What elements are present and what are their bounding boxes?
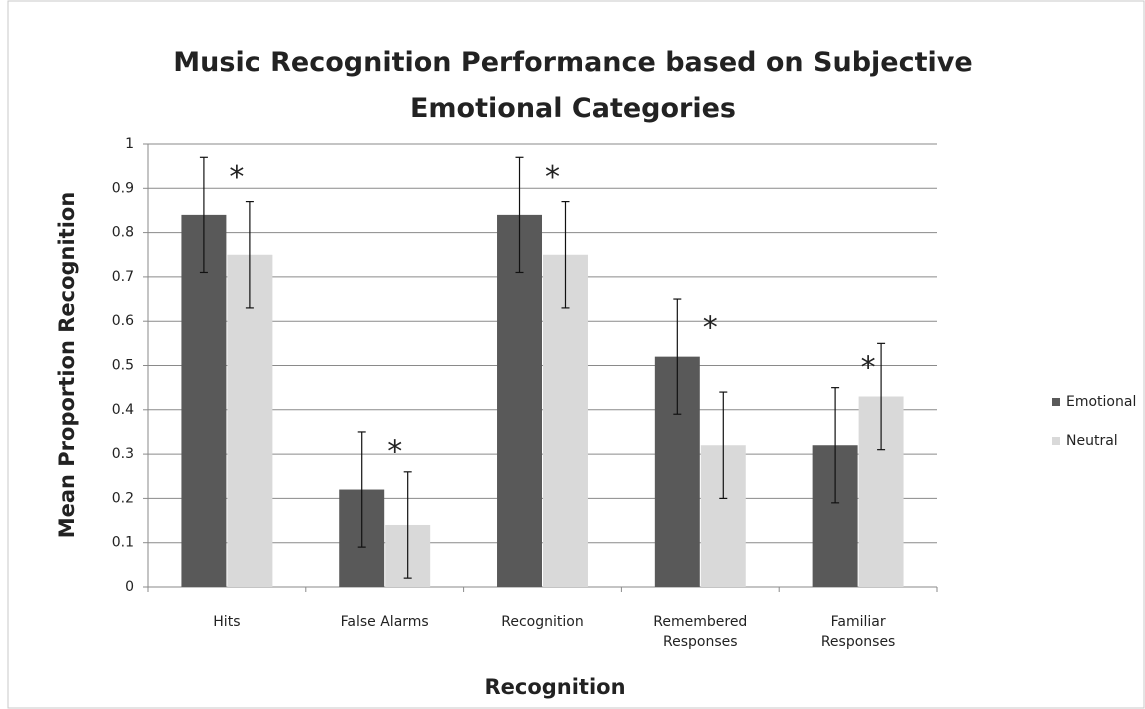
x-tick-label: Familiar Responses — [820, 614, 896, 650]
y-tick-label: 0.2 — [112, 490, 134, 506]
significance-marker: * — [229, 160, 244, 195]
legend-label: Neutral — [1066, 433, 1118, 449]
legend-swatch — [1052, 398, 1060, 406]
legend-swatch — [1052, 437, 1060, 445]
x-axis-label: Recognition — [484, 675, 625, 699]
bar — [543, 254, 588, 587]
y-tick-label: 0.8 — [112, 225, 134, 241]
y-tick-label: 0.5 — [112, 358, 134, 374]
significance-marker: * — [861, 351, 876, 386]
y-tick-label: 0.3 — [112, 446, 134, 462]
y-tick-label: 0.7 — [112, 269, 134, 285]
x-tick-label: Hits — [213, 614, 241, 630]
x-tick-label: Recognition — [501, 614, 584, 630]
x-tick-label: False Alarms — [340, 614, 429, 630]
y-axis-label: Mean Proportion Recognition — [55, 192, 79, 539]
legend-label: Emotional — [1066, 394, 1136, 410]
y-tick-label: 0 — [125, 579, 134, 595]
significance-marker: * — [703, 311, 718, 346]
chart-title: Music Recognition Performance based on S… — [173, 47, 973, 124]
frame — [7, 0, 1145, 709]
bar — [227, 254, 273, 587]
y-tick-label: 0.1 — [112, 535, 134, 551]
x-tick-label: Remembered Responses — [653, 614, 748, 650]
bar — [497, 214, 542, 587]
y-tick-label: 0.9 — [112, 180, 134, 196]
y-tick-label: 0.4 — [112, 402, 134, 418]
bar — [181, 214, 227, 587]
significance-marker: * — [387, 435, 402, 470]
y-tick-label: 0.6 — [112, 313, 134, 329]
y-tick-label: 1 — [125, 136, 134, 152]
significance-marker: * — [545, 160, 560, 195]
